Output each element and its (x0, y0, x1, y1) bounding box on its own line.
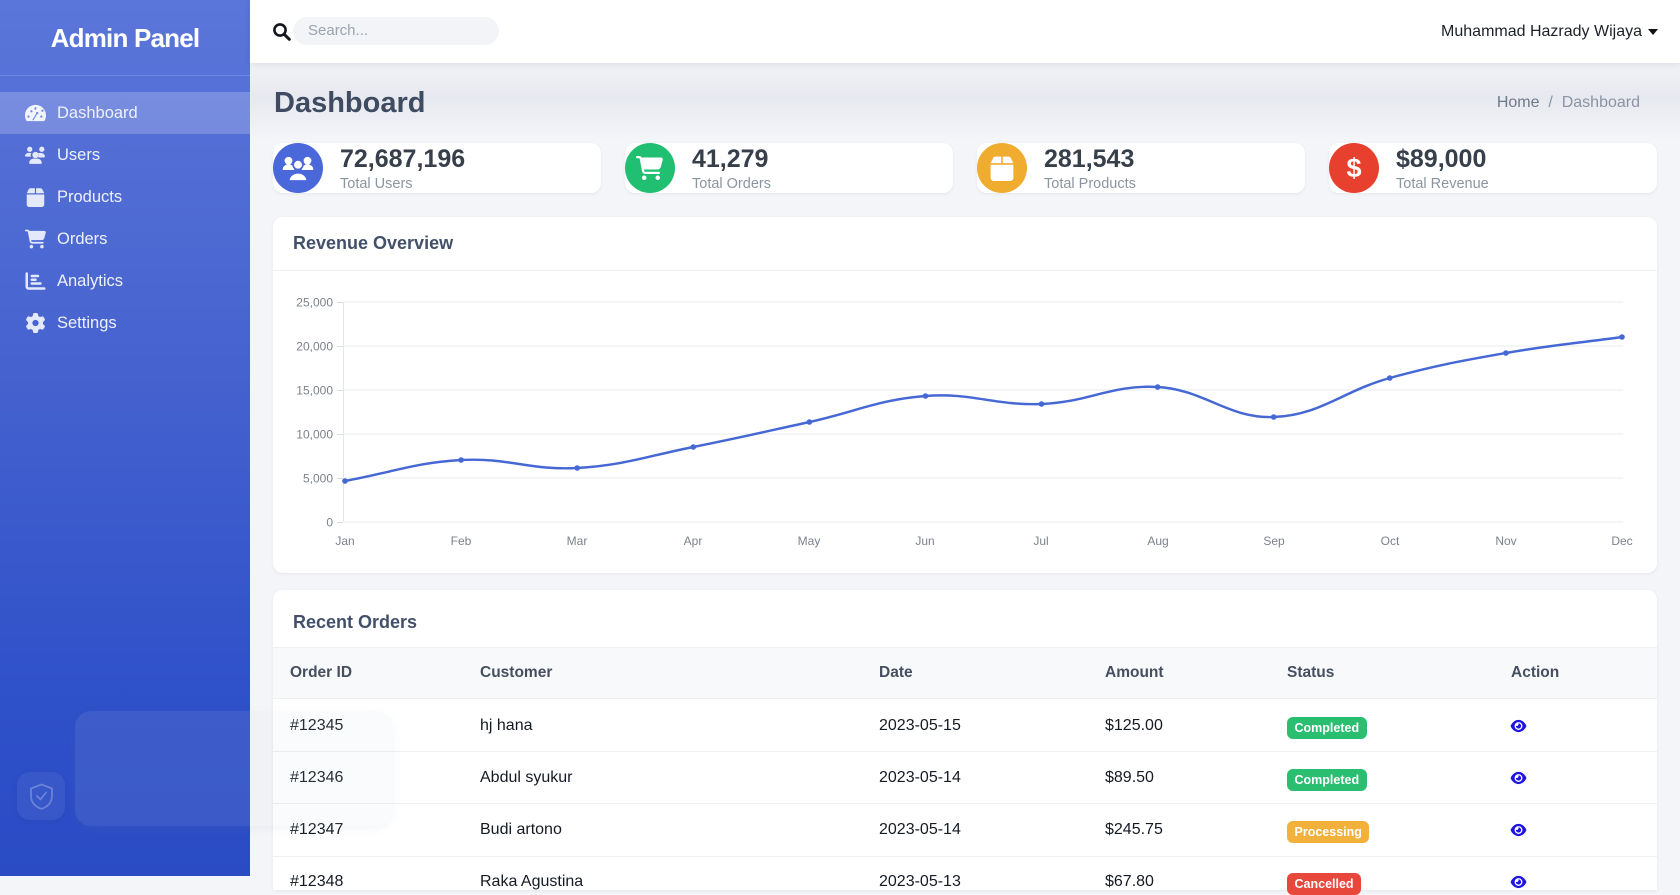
svg-text:Feb: Feb (451, 534, 472, 548)
svg-text:Nov: Nov (1495, 534, 1516, 548)
svg-text:Mar: Mar (567, 534, 588, 548)
svg-text:Aug: Aug (1147, 534, 1168, 548)
svg-text:25,000: 25,000 (296, 296, 333, 310)
svg-text:15,000: 15,000 (296, 384, 333, 398)
svg-text:20,000: 20,000 (296, 340, 333, 354)
svg-text:10,000: 10,000 (296, 428, 333, 442)
svg-text:Oct: Oct (1381, 534, 1400, 548)
svg-text:Jan: Jan (335, 534, 354, 548)
svg-text:Jul: Jul (1033, 534, 1048, 548)
svg-text:May: May (798, 534, 821, 548)
svg-text:Jun: Jun (915, 534, 934, 548)
svg-text:Apr: Apr (684, 534, 703, 548)
svg-text:0: 0 (326, 516, 333, 530)
svg-text:5,000: 5,000 (303, 472, 333, 486)
svg-text:Dec: Dec (1611, 534, 1632, 548)
svg-text:Sep: Sep (1263, 534, 1285, 548)
